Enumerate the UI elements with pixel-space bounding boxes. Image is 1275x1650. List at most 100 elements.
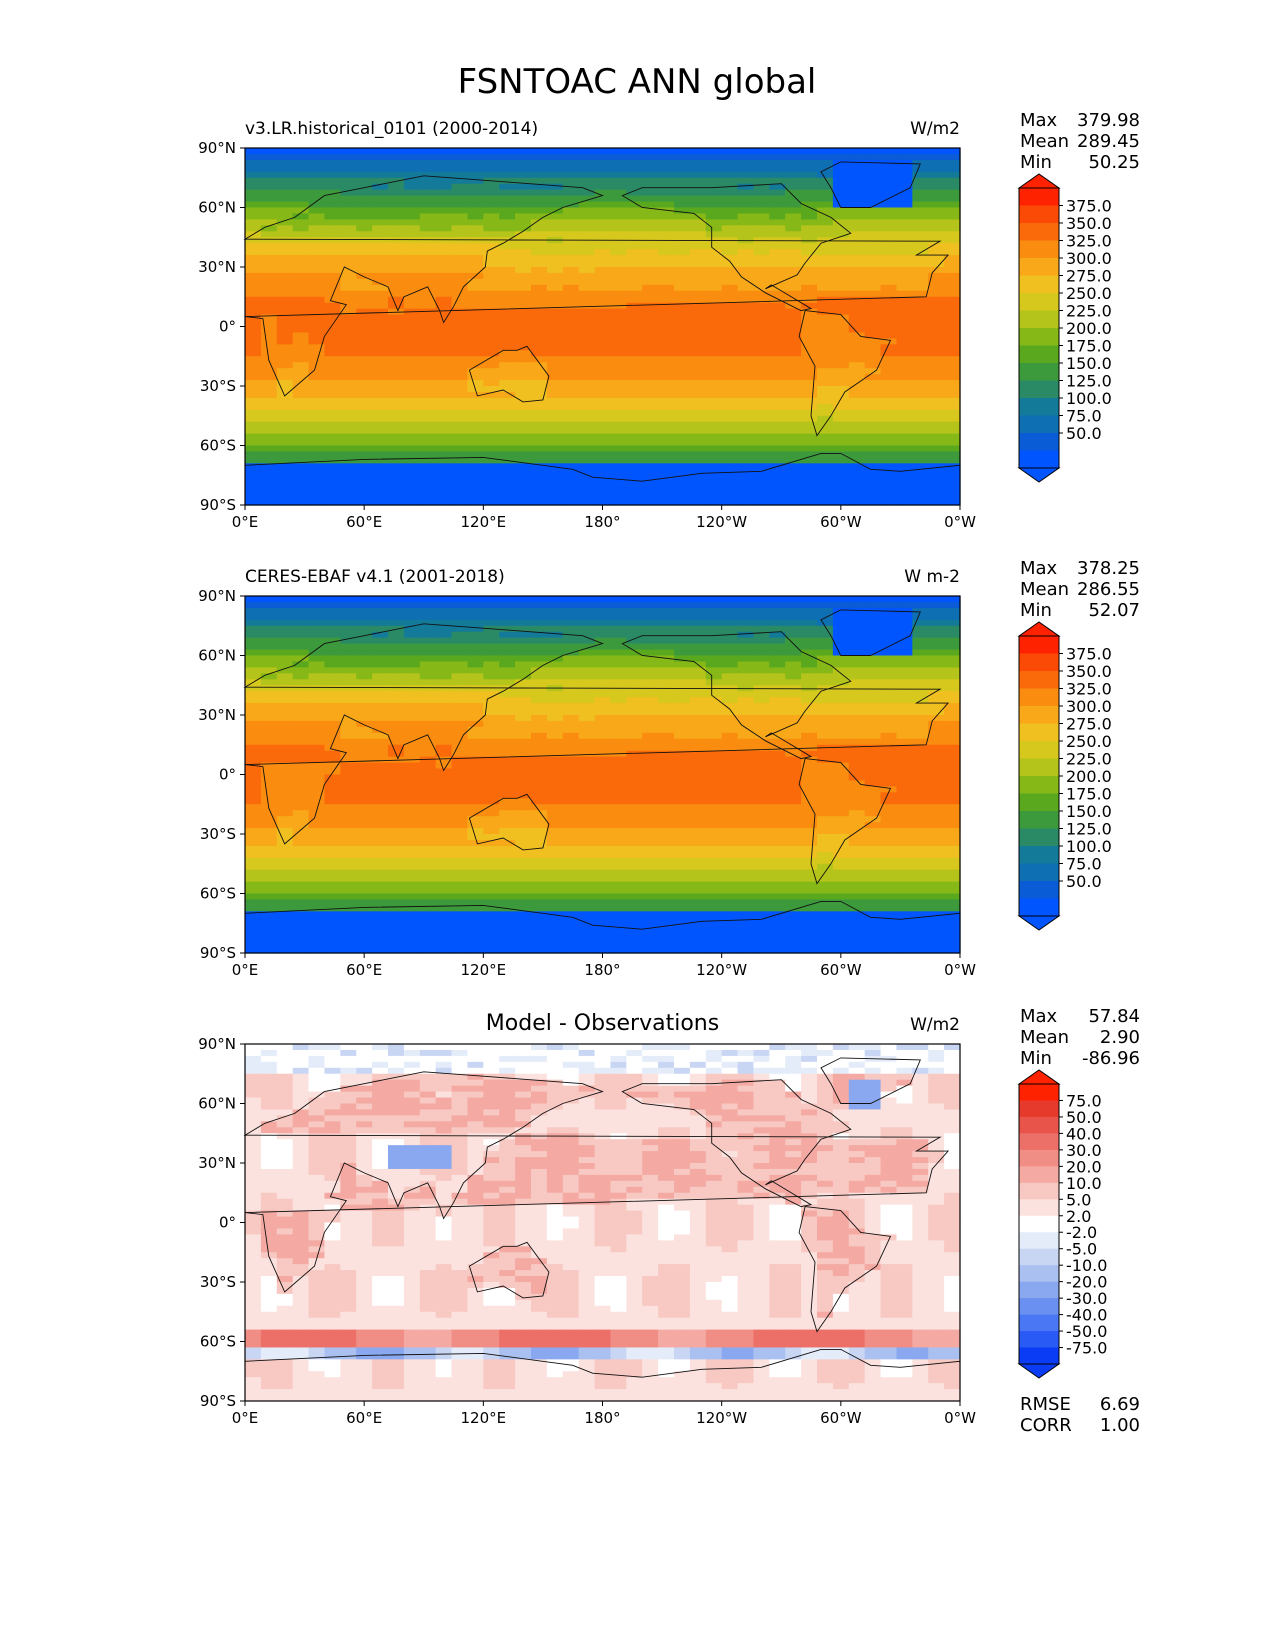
colorbar-extend-top bbox=[1017, 173, 1061, 189]
colorbar-segment bbox=[1019, 828, 1059, 847]
colorbar-segment bbox=[1019, 1199, 1059, 1217]
colorbar-segment bbox=[1019, 223, 1059, 241]
colorbar-extend-bottom bbox=[1017, 915, 1061, 931]
map-field bbox=[245, 1044, 961, 1402]
colorbar-segment bbox=[1019, 450, 1059, 469]
colorbar-segment bbox=[1019, 688, 1059, 707]
colorbar-segment bbox=[1019, 433, 1059, 451]
colorbar-segment bbox=[1019, 1298, 1059, 1316]
colorbar-label: 50.0 bbox=[1066, 1108, 1102, 1127]
colorbar-segment bbox=[1019, 275, 1059, 294]
lon-tick-label: 120°W bbox=[696, 961, 747, 979]
colorbar-segment bbox=[1019, 1232, 1059, 1250]
panel-3: Model - Observations W/m2 90°N 60°N 30°N 0° 30… bbox=[198, 1006, 1140, 1436]
colorbar-label: 200.0 bbox=[1066, 767, 1112, 786]
colorbar-label: -40.0 bbox=[1066, 1306, 1107, 1325]
stat-value-mean: 2.90 bbox=[1100, 1027, 1140, 1048]
lon-tick-label: 180° bbox=[584, 961, 620, 979]
colorbar-segment bbox=[1019, 415, 1059, 434]
colorbar-segment bbox=[1019, 240, 1059, 259]
panel-left-title: CERES-EBAF v4.1 (2001-2018) bbox=[245, 567, 505, 587]
colorbar-label: 2.0 bbox=[1066, 1207, 1091, 1226]
lon-tick-label: 120°W bbox=[696, 513, 747, 531]
colorbar-segment bbox=[1019, 758, 1059, 777]
panel-units: W m-2 bbox=[904, 567, 960, 587]
colorbar-segment bbox=[1019, 636, 1059, 654]
colorbar-segment bbox=[1019, 1133, 1059, 1151]
colorbar-segment bbox=[1019, 1084, 1059, 1101]
colorbar-label: 175.0 bbox=[1066, 785, 1112, 804]
stat-label-max: Max bbox=[1020, 1006, 1058, 1027]
colorbar-label: 250.0 bbox=[1066, 284, 1112, 303]
colorbar-label: 350.0 bbox=[1066, 214, 1112, 233]
colorbar-label: 125.0 bbox=[1066, 372, 1112, 391]
colorbar-label: 175.0 bbox=[1066, 337, 1112, 356]
colorbar-segment bbox=[1019, 363, 1059, 381]
lat-tick-label: 90°N bbox=[198, 139, 236, 157]
lon-tick-label: 120°E bbox=[461, 961, 507, 979]
colorbar-label: 5.0 bbox=[1066, 1190, 1091, 1209]
coastline bbox=[621, 183, 852, 312]
colorbar-label: 225.0 bbox=[1066, 302, 1112, 321]
lon-tick-label: 60°W bbox=[820, 1409, 862, 1427]
colorbar-label: 250.0 bbox=[1066, 732, 1112, 751]
panel-left-title: v3.LR.historical_0101 (2000-2014) bbox=[245, 119, 538, 139]
colorbar-segment bbox=[1019, 671, 1059, 689]
stat-value-min: 52.07 bbox=[1088, 600, 1140, 621]
map-field bbox=[245, 148, 961, 506]
lon-tick-label: 120°E bbox=[461, 513, 507, 531]
colorbar-segment bbox=[1019, 1347, 1059, 1365]
colorbar-extend-bottom bbox=[1017, 1363, 1061, 1379]
colorbar-segment bbox=[1019, 205, 1059, 224]
coastline bbox=[798, 310, 892, 437]
colorbar-extend-top bbox=[1017, 1069, 1061, 1085]
lon-tick-label: 0°W bbox=[944, 513, 976, 531]
coastline bbox=[243, 1071, 950, 1293]
figure-title: FSNTOAC ANN global bbox=[458, 62, 817, 102]
colorbar-segment bbox=[1019, 793, 1059, 812]
coastline bbox=[798, 758, 892, 885]
panel-center-title: Model - Observations bbox=[486, 1011, 719, 1036]
colorbar-label: 375.0 bbox=[1066, 645, 1112, 664]
colorbar-label: 300.0 bbox=[1066, 697, 1112, 716]
colorbar-segment bbox=[1019, 1182, 1059, 1200]
colorbar-label: -10.0 bbox=[1066, 1256, 1107, 1275]
colorbar-segment bbox=[1019, 1281, 1059, 1299]
colorbar-label: 75.0 bbox=[1066, 407, 1102, 426]
coastline bbox=[468, 345, 550, 403]
colorbar-segment bbox=[1019, 398, 1059, 416]
stat-value-max: 57.84 bbox=[1088, 1006, 1140, 1027]
lat-tick-label: 30°S bbox=[200, 825, 236, 843]
colorbar-segment bbox=[1019, 706, 1059, 724]
colorbar-segment bbox=[1019, 881, 1059, 899]
colorbar: 75.050.040.030.020.010.05.02.0-2.0-5.0-1… bbox=[1017, 1069, 1107, 1379]
stat-label-mean: Mean bbox=[1020, 579, 1069, 600]
colorbar-label: 350.0 bbox=[1066, 662, 1112, 681]
colorbar-segment bbox=[1019, 1166, 1059, 1184]
colorbar-label: -20.0 bbox=[1066, 1273, 1107, 1292]
stat-value-max: 378.25 bbox=[1077, 558, 1140, 579]
stat-label-max: Max bbox=[1020, 110, 1058, 131]
lat-tick-label: 60°N bbox=[198, 647, 236, 665]
colorbar-segment bbox=[1019, 328, 1059, 346]
lon-tick-label: 0°E bbox=[232, 1409, 259, 1427]
lat-tick-label: 30°N bbox=[198, 706, 236, 724]
colorbar-label: 20.0 bbox=[1066, 1157, 1102, 1176]
stat-label-mean: Mean bbox=[1020, 131, 1069, 152]
lon-tick-label: 60°E bbox=[346, 961, 382, 979]
coastline bbox=[820, 161, 921, 208]
lat-tick-label: 90°S bbox=[200, 944, 236, 962]
lat-tick-label: 90°S bbox=[200, 496, 236, 514]
colorbar: 375.0350.0325.0300.0275.0250.0225.0200.0… bbox=[1017, 621, 1112, 931]
lon-tick-label: 180° bbox=[584, 1409, 620, 1427]
lat-tick-label: 30°S bbox=[200, 1273, 236, 1291]
colorbar-label: 150.0 bbox=[1066, 354, 1112, 373]
colorbar-label: 10.0 bbox=[1066, 1174, 1102, 1193]
colorbar-segment bbox=[1019, 653, 1059, 672]
colorbar-label: 300.0 bbox=[1066, 249, 1112, 268]
colorbar-segment bbox=[1019, 1248, 1059, 1266]
colorbar-label: 100.0 bbox=[1066, 837, 1112, 856]
lon-tick-label: 0°E bbox=[232, 513, 259, 531]
coastline bbox=[820, 1057, 921, 1104]
